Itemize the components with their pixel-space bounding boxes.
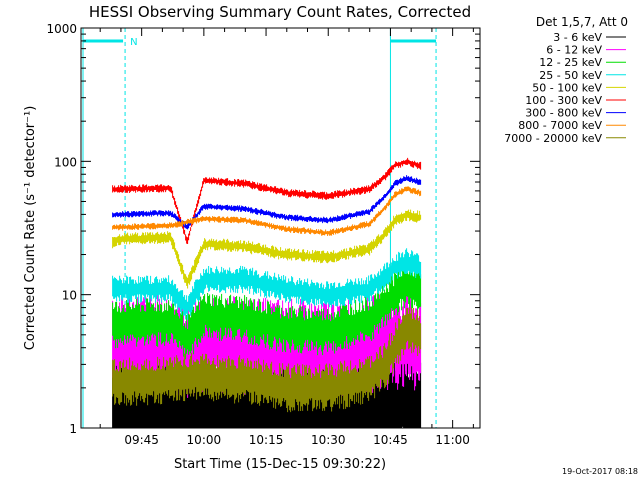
axes: 1 10 100 1000 09:45 10:00 10:15 10:30 10:45 11:00: [46, 22, 481, 447]
timestamp: 19-Oct-2017 08:18: [562, 467, 638, 476]
series-8-line: [112, 307, 422, 413]
y-tick-label: 100: [54, 155, 77, 169]
plot-frame: [80, 27, 481, 429]
legend-label: 100 - 300 keV: [525, 94, 602, 107]
data-marks: [112, 157, 422, 428]
legend-label: 300 - 800 keV: [525, 107, 602, 120]
legend-label: 6 - 12 keV: [546, 44, 602, 57]
series-7-line: [112, 186, 422, 236]
y-tick-label: 1: [69, 422, 77, 436]
y-tick-label: 1000: [46, 22, 77, 36]
x-tick-label: 10:45: [373, 433, 408, 447]
legend-label: 25 - 50 keV: [539, 69, 602, 82]
y-tick-label: 10: [62, 289, 77, 303]
x-axis-label: Start Time (15-Dec-15 09:30:22): [174, 457, 386, 472]
x-tick-label: 10:15: [249, 433, 284, 447]
night-marker-label: N: [130, 37, 137, 48]
legend-title: Det 1,5,7, Att 0: [536, 15, 628, 29]
series-2-line: [112, 261, 422, 360]
series-6-line: [112, 175, 422, 230]
legend-label: 50 - 100 keV: [532, 81, 602, 94]
legend-label: 3 - 6 keV: [553, 31, 602, 44]
legend-label: 800 - 7000 keV: [518, 119, 602, 132]
x-tick-label: 10:30: [311, 433, 346, 447]
series-3-line: [112, 248, 422, 320]
x-tick-label: 11:00: [435, 433, 470, 447]
x-tick-label: 10:00: [187, 433, 222, 447]
y-axis-label: Corrected Count Rate (s⁻¹ detector⁻¹): [23, 106, 38, 351]
x-tick-label: 09:45: [124, 433, 159, 447]
legend-label: 7000 - 20000 keV: [504, 132, 602, 145]
legend-label: 12 - 25 keV: [539, 56, 602, 69]
chart-title: HESSI Observing Summary Count Rates, Cor…: [89, 3, 471, 21]
series-4-line: [112, 209, 422, 289]
